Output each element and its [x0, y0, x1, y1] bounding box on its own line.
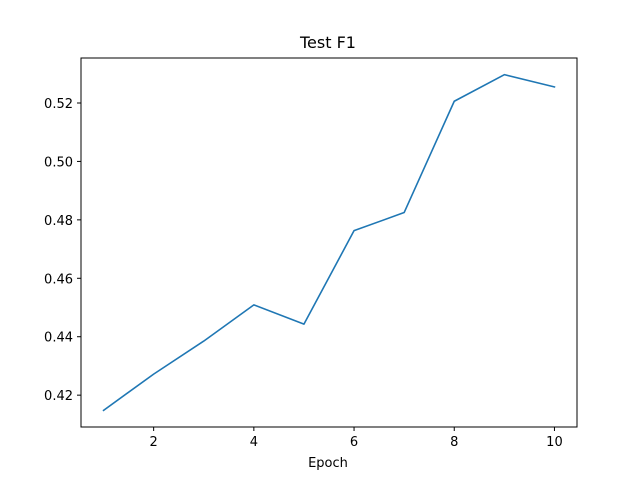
plot-area [102, 73, 556, 412]
series-line [102, 73, 556, 412]
y-tick-label: 0.52 [44, 97, 73, 112]
x-tick-label: 6 [350, 435, 358, 450]
x-tick-label: 8 [450, 435, 458, 450]
x-tick-label: 10 [546, 435, 563, 450]
chart-title: Test F1 [299, 33, 356, 52]
axes-frame [80, 57, 578, 428]
y-tick-label: 0.44 [44, 331, 73, 346]
y-tick-label: 0.50 [44, 155, 73, 170]
x-axis-label: Epoch [308, 456, 348, 471]
y-tick-label: 0.46 [44, 272, 73, 287]
x-tick-label: 2 [150, 435, 158, 450]
y-tick-label: 0.48 [44, 214, 73, 229]
y-tick-label: 0.42 [44, 389, 73, 404]
x-tick-label: 4 [250, 435, 258, 450]
